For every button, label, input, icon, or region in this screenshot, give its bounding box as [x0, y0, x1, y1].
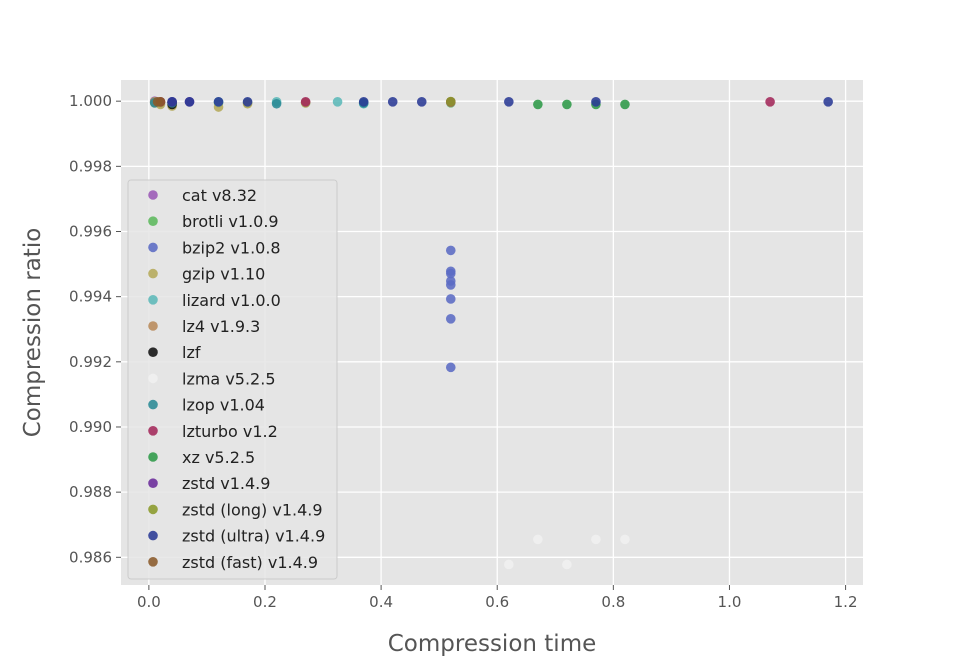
legend-box: [127, 179, 338, 580]
legend-marker: [148, 478, 158, 489]
data-point: [387, 97, 398, 107]
legend-label: brotli v1.0.9: [182, 212, 279, 231]
y-axis-title: Compression ratio: [20, 228, 46, 438]
series-7: [504, 534, 630, 570]
legend-label: cat v8.32: [182, 186, 257, 205]
data-point: [533, 99, 543, 110]
legend-marker: [148, 268, 158, 279]
legend-marker: [148, 530, 158, 541]
x-tick-label: 1.0: [718, 593, 742, 611]
data-points: [149, 96, 833, 570]
y-axis-ticks: 0.986 0.988 0.990 0.992 0.994 0.996 0.998 1.000: [69, 92, 121, 566]
y-tick-label: 0.994: [69, 288, 112, 306]
x-tick-label: 0.4: [369, 593, 393, 611]
data-point: [155, 97, 166, 107]
data-point: [358, 97, 369, 107]
data-point: [445, 268, 456, 279]
legend-label: lizard v1.0.0: [182, 291, 281, 310]
data-point: [620, 534, 630, 545]
x-axis-ticks: 0.0 0.2 0.4 0.6 0.8 1.0 1.2: [137, 585, 858, 611]
legend-marker: [148, 216, 158, 226]
legend-label: zstd v1.4.9: [182, 474, 270, 493]
data-point: [823, 97, 833, 107]
series-2: [445, 245, 456, 373]
legend-marker: [148, 321, 158, 331]
legend-label: lzma v5.2.5: [182, 369, 276, 388]
legend-marker: [148, 557, 158, 567]
legend-marker: [148, 190, 158, 200]
data-point: [445, 245, 456, 256]
data-point: [445, 280, 456, 290]
legend-label: lzf: [182, 343, 201, 362]
legend-marker: [148, 295, 158, 305]
data-point: [562, 99, 572, 110]
data-point: [765, 97, 775, 107]
data-point: [271, 98, 282, 109]
x-tick-label: 0.0: [137, 593, 161, 611]
legend-marker: [148, 504, 158, 515]
x-axis-title: Compression time: [388, 631, 597, 657]
legend-label: zstd (fast) v1.4.9: [182, 553, 318, 572]
series-12: [445, 96, 456, 107]
legend: cat v8.32 brotli v1.0.9 bzip2 v1.0.8 gzip v…: [127, 179, 338, 580]
legend-label: gzip v1.10: [182, 265, 265, 284]
series-13: [167, 97, 833, 107]
legend-label: lzturbo v1.2: [182, 422, 278, 441]
data-point: [591, 97, 601, 107]
data-point: [300, 97, 311, 107]
y-tick-label: 0.992: [69, 353, 112, 371]
y-tick-label: 0.990: [69, 418, 112, 436]
data-point: [167, 97, 177, 107]
data-point: [445, 96, 456, 107]
legend-label: zstd (ultra) v1.4.9: [182, 527, 325, 546]
data-point: [591, 534, 601, 545]
data-point: [533, 534, 543, 545]
x-tick-label: 1.2: [834, 593, 858, 611]
legend-label: zstd (long) v1.4.9: [182, 500, 323, 519]
x-tick-label: 0.2: [253, 593, 277, 611]
data-point: [445, 314, 456, 324]
legend-marker: [148, 426, 158, 436]
data-point: [332, 97, 343, 107]
y-tick-label: 1.000: [69, 92, 112, 110]
x-tick-label: 0.8: [601, 593, 625, 611]
legend-label: lzop v1.04: [182, 396, 265, 415]
data-point: [504, 559, 514, 570]
legend-label: xz v5.2.5: [182, 448, 255, 467]
legend-marker: [148, 452, 158, 462]
data-point: [242, 97, 253, 107]
y-tick-label: 0.998: [69, 157, 112, 175]
legend-marker: [148, 373, 158, 384]
data-point: [213, 97, 224, 107]
series-14: [152, 97, 166, 107]
data-point: [416, 97, 427, 107]
data-point: [445, 294, 456, 304]
legend-label: lz4 v1.9.3: [182, 317, 260, 336]
legend-label: bzip2 v1.0.8: [182, 238, 281, 257]
data-point: [620, 99, 630, 110]
legend-marker: [148, 347, 158, 358]
legend-marker: [148, 399, 158, 410]
data-point: [504, 97, 514, 107]
y-tick-label: 0.988: [69, 483, 112, 501]
legend-marker: [148, 242, 158, 253]
y-tick-label: 0.986: [69, 548, 112, 566]
data-point: [562, 559, 572, 570]
y-tick-label: 0.996: [69, 223, 112, 241]
x-tick-label: 0.6: [485, 593, 509, 611]
data-point: [184, 97, 195, 107]
data-point: [445, 362, 456, 373]
